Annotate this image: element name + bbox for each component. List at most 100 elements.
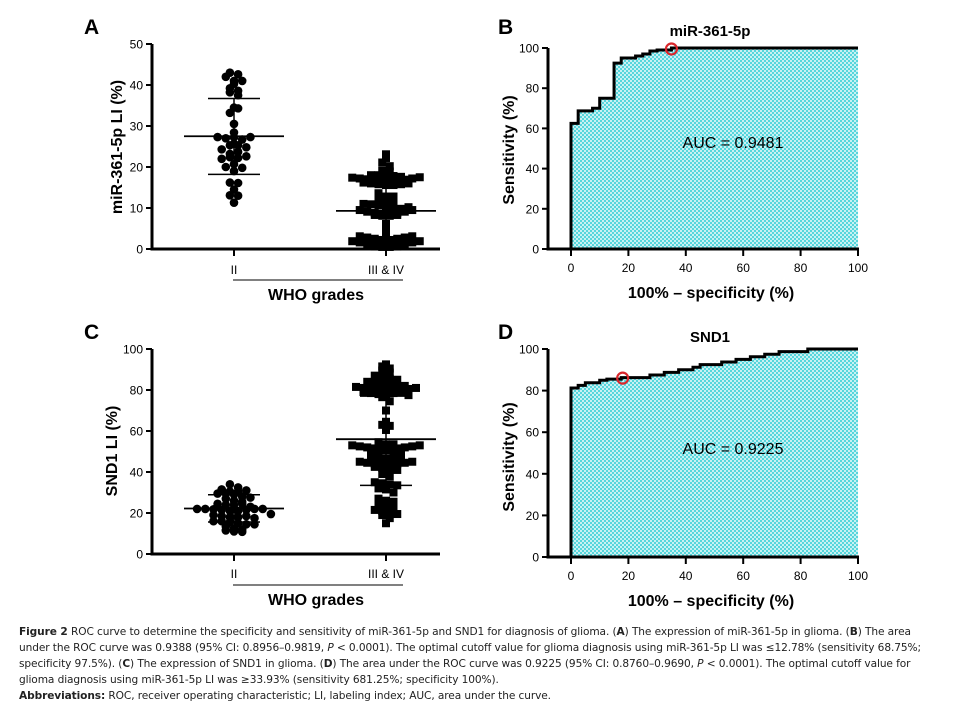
data-point: [374, 500, 383, 509]
data-point: [370, 459, 379, 468]
data-point: [378, 366, 387, 375]
x-tick-label: 20: [622, 261, 636, 275]
data-point: [363, 175, 372, 184]
data-point: [412, 383, 420, 392]
figure-caption: Figure 2 ROC curve to determine the spec…: [19, 624, 944, 704]
panel-b-roc: 0 20 40 60 80 100 0 20 40 60 80 100: [519, 42, 868, 276]
caption-text: < 0.0001). The optimal cutoff value for …: [19, 642, 921, 670]
data-point: [385, 397, 394, 406]
panel-d: D SND1 0 20 40 60 80 100 0 20 40 60 80 100 AUC = 0.…: [498, 321, 868, 610]
roc-curve: [569, 347, 858, 557]
data-point: [374, 438, 383, 447]
data-point: [355, 232, 364, 241]
panel-letter-a: A: [84, 16, 99, 39]
data-point: [385, 460, 394, 469]
x-tick-label: 80: [794, 569, 808, 583]
panel-c: C 0 20 40 60 80 100 SND1 LI (%) II III & IV W…: [84, 321, 440, 609]
panel-d-auc: AUC = 0.9225: [683, 441, 784, 458]
data-point: [393, 381, 402, 390]
data-point: [242, 519, 251, 529]
data-point: [374, 453, 383, 462]
data-point: [385, 380, 394, 389]
data-point: [408, 174, 417, 183]
data-point: [378, 379, 387, 388]
data-point: [370, 234, 379, 243]
data-point: [242, 143, 251, 152]
data-point: [385, 162, 394, 171]
x-tick-label: 20: [622, 569, 636, 583]
data-point: [225, 487, 235, 496]
y-tick-label: 60: [526, 122, 540, 136]
panel-b: B miR-361-5p 0 20 40 60 80 100 0 20 40 60 80 100 AU…: [498, 16, 868, 302]
panel-c-cat-iii-iv: III & IV: [368, 567, 404, 581]
y-tick-label: 10: [130, 202, 144, 216]
data-point: [225, 149, 235, 159]
data-point: [385, 210, 394, 219]
data-point: [242, 511, 251, 521]
caption-p: P: [327, 642, 334, 654]
data-point: [385, 167, 394, 176]
data-point: [209, 516, 218, 526]
data-point: [393, 176, 402, 185]
data-point: [378, 241, 387, 250]
data-point: [382, 496, 390, 505]
data-point: [382, 501, 390, 510]
data-point: [382, 360, 390, 369]
data-point: [233, 518, 243, 528]
data-point: [378, 445, 387, 454]
caption-ref-b: B: [849, 626, 858, 638]
data-point: [385, 368, 394, 377]
data-point: [385, 421, 394, 430]
y-tick-label: 100: [519, 343, 539, 357]
y-tick-label: 100: [123, 343, 143, 357]
data-point: [355, 174, 364, 183]
panel-b-ylabel: Sensitivity (%): [501, 95, 518, 204]
panel-a: A 0 10 20 30 40 50 miR-361-5p LI (%) II III &…: [84, 16, 440, 304]
panel-a-points: [184, 68, 436, 251]
data-point: [389, 502, 398, 511]
data-point: [393, 208, 402, 217]
data-point: [363, 239, 372, 248]
caption-p: P: [697, 658, 704, 670]
caption-ref-a: A: [616, 626, 625, 638]
data-point: [355, 457, 364, 466]
data-point: [385, 472, 394, 481]
data-point: [370, 371, 379, 380]
data-point: [370, 240, 379, 249]
panel-d-roc: 0 20 40 60 80 100 0 20 40 60 80 100: [519, 343, 868, 584]
x-tick-label: 60: [737, 569, 751, 583]
data-point: [415, 441, 424, 450]
data-point: [385, 464, 394, 473]
data-point: [385, 178, 394, 187]
data-point: [393, 444, 402, 453]
panel-a-cat-iii-iv: III & IV: [368, 263, 404, 277]
figure-2: A 0 10 20 30 40 50 miR-361-5p LI (%) II III &…: [84, 16, 868, 610]
data-point: [397, 204, 405, 213]
data-point: [389, 497, 398, 506]
data-point: [233, 153, 243, 163]
data-point: [250, 513, 259, 523]
abbreviations-label: Abbreviations:: [19, 690, 106, 702]
data-point: [400, 381, 409, 390]
data-point: [229, 185, 239, 194]
data-point: [266, 509, 276, 519]
data-point: [233, 512, 243, 522]
data-point: [355, 238, 364, 247]
data-point: [233, 147, 243, 157]
panel-a-xlabel: WHO grades: [268, 287, 364, 304]
x-tick-label: 80: [794, 261, 808, 275]
data-point: [382, 485, 390, 494]
data-point: [404, 203, 413, 212]
data-point: [217, 485, 226, 494]
data-point: [415, 173, 424, 182]
data-point: [370, 505, 379, 514]
data-point: [367, 389, 375, 398]
data-point: [378, 210, 387, 219]
caption-text: ROC curve to determine the specificity a…: [67, 626, 617, 638]
y-tick-label: 40: [526, 162, 540, 176]
data-point: [389, 455, 398, 464]
y-tick-label: 0: [532, 243, 539, 257]
data-point: [229, 76, 239, 86]
caption-ref-c: C: [122, 658, 131, 670]
data-point: [367, 171, 375, 180]
